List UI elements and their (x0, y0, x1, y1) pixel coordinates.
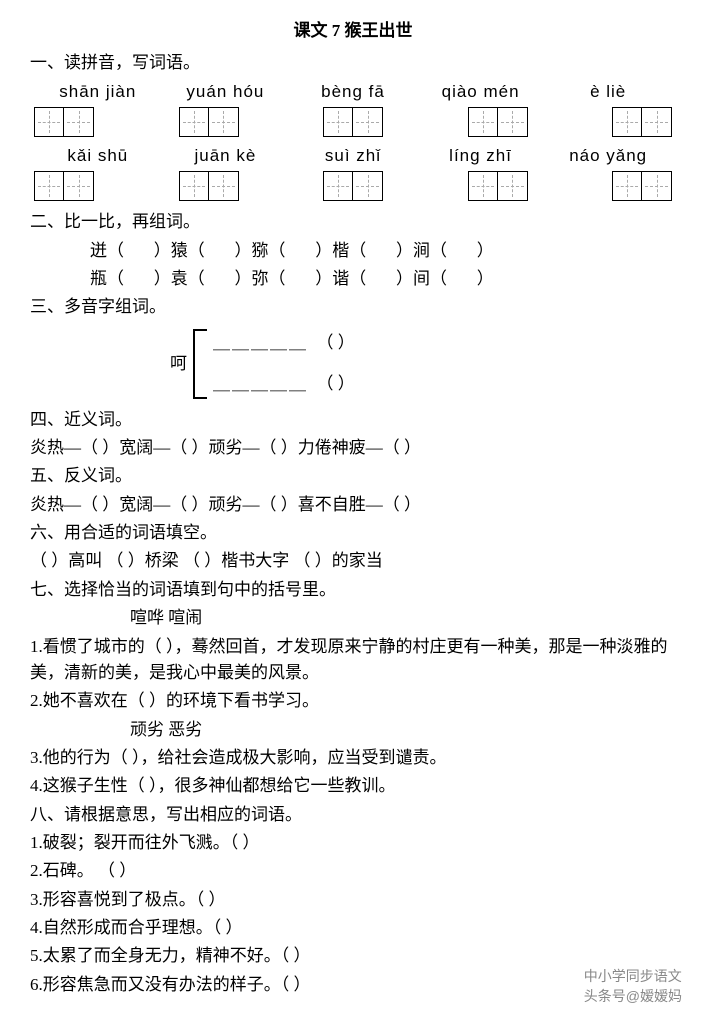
section-2-heading: 二、比一比，再组词。 (30, 209, 676, 235)
antonym-line: 炎热—（ ）宽阔—（ ）顽劣—（ ）喜不自胜—（ ） (30, 492, 676, 518)
pinyin-cell: kǎi shū (34, 143, 162, 169)
char-grid[interactable] (468, 171, 528, 201)
char-grid[interactable] (179, 107, 239, 137)
polyphone-line: ＿＿＿＿＿ （ ） (213, 371, 355, 397)
section-6-heading: 六、用合适的词语填空。 (30, 520, 676, 546)
char-grid[interactable] (34, 171, 94, 201)
question-8-item: 3.形容喜悦到了极点。（ ） (30, 887, 676, 913)
question-8-item: 5.太累了而全身无力，精神不好。（ ） (30, 943, 676, 969)
watermark-line: 头条号@嫒嫒妈 (584, 986, 682, 1006)
fill-blank-line: （ ）高叫 （ ）桥梁 （ ）楷书大字 （ ）的家当 (30, 548, 676, 574)
pinyin-cell: shān jiàn (34, 79, 162, 105)
section-5-heading: 五、反义词。 (30, 463, 676, 489)
question-7-1: 1.看惯了城市的（ ），蓦然回首，才发现原来宁静的村庄更有一种美，那是一种淡雅的… (30, 634, 676, 687)
synonym-line: 炎热—（ ）宽阔—（ ）顽劣—（ ）力倦神疲—（ ） (30, 435, 676, 461)
pinyin-cell: líng zhī (417, 143, 545, 169)
section-1-heading: 一、读拼音，写词语。 (30, 50, 676, 76)
question-7-2: 2.她不喜欢在（ ）的环境下看书学习。 (30, 688, 676, 714)
polyphone-block: 呵 ＿＿＿＿＿ （ ） ＿＿＿＿＿ （ ） (170, 329, 676, 399)
char-grid[interactable] (323, 171, 383, 201)
char-grid[interactable] (323, 107, 383, 137)
pinyin-cell: yuán hóu (162, 79, 290, 105)
question-7-4: 4.这猴子生性（ ），很多神仙都想给它一些教训。 (30, 773, 676, 799)
char-grid[interactable] (612, 171, 672, 201)
pinyin-cell: qiào mén (417, 79, 545, 105)
section-8-heading: 八、请根据意思，写出相应的词语。 (30, 802, 676, 828)
char-grid[interactable] (34, 107, 94, 137)
watermark: 中小学同步语文 头条号@嫒嫒妈 (584, 966, 682, 1006)
bracket-icon (193, 329, 207, 399)
char-grid-row-1 (30, 105, 676, 143)
question-8-item: 4.自然形成而合乎理想。（ ） (30, 915, 676, 941)
compare-row-2: 瓶（ ）袁（ ）弥（ ）谐（ ）间（ ） (30, 266, 676, 292)
word-pair-2: 顽劣 恶劣 (30, 717, 676, 743)
pinyin-row-1: shān jiàn yuán hóu bèng fā qiào mén è li… (30, 79, 676, 105)
pinyin-cell: bèng fā (289, 79, 417, 105)
question-8-item: 1.破裂；裂开而往外飞溅。（ ） (30, 830, 676, 856)
section-7-heading: 七、选择恰当的词语填到句中的括号里。 (30, 577, 676, 603)
question-8-item: 6.形容焦急而又没有办法的样子。（ ） (30, 972, 676, 998)
watermark-line: 中小学同步语文 (584, 966, 682, 986)
pinyin-cell: juān kè (162, 143, 290, 169)
polyphone-char: 呵 (170, 351, 187, 377)
char-grid[interactable] (612, 107, 672, 137)
char-grid[interactable] (468, 107, 528, 137)
pinyin-cell: è liè (544, 79, 672, 105)
compare-row-1: 迸（ ）猿（ ）猕（ ）楷（ ）涧（ ） (30, 238, 676, 264)
question-8-item: 2.石碑。 （ ） (30, 858, 676, 884)
char-grid-row-2 (30, 169, 676, 207)
pinyin-row-2: kǎi shū juān kè suì zhǐ líng zhī náo yǎn… (30, 143, 676, 169)
pinyin-cell: suì zhǐ (289, 143, 417, 169)
char-grid[interactable] (179, 171, 239, 201)
page-title: 课文 7 猴王出世 (30, 18, 676, 44)
pinyin-cell: náo yǎng (544, 143, 672, 169)
section-3-heading: 三、多音字组词。 (30, 294, 676, 320)
section-4-heading: 四、近义词。 (30, 407, 676, 433)
polyphone-line: ＿＿＿＿＿ （ ） (213, 330, 355, 356)
worksheet-page: 课文 7 猴王出世 一、读拼音，写词语。 shān jiàn yuán hóu … (0, 0, 706, 1020)
question-7-3: 3.他的行为（ ），给社会造成极大影响，应当受到谴责。 (30, 745, 676, 771)
word-pair-1: 喧哗 喧闹 (30, 605, 676, 631)
